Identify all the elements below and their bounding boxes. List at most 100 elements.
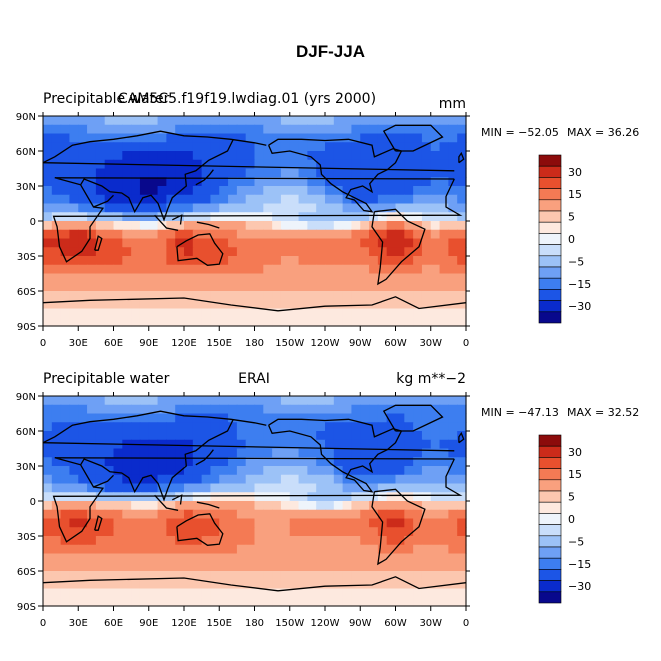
heatmap-cell (377, 492, 388, 502)
heatmap-cell (43, 142, 53, 152)
heatmap-cell (351, 186, 361, 196)
heatmap-cell (263, 431, 273, 441)
x-tick-label: 30E (69, 338, 88, 349)
heatmap-cell (395, 238, 405, 248)
heatmap-cell (78, 282, 88, 292)
heatmap-cell (184, 238, 194, 248)
heatmap-cell (60, 457, 71, 467)
heatmap-cell (43, 194, 53, 205)
heatmap-cell (192, 177, 203, 187)
heatmap-cell (131, 396, 141, 406)
heatmap-cell (219, 457, 229, 467)
heatmap-cell (395, 291, 405, 301)
heatmap-cell (43, 256, 53, 266)
heatmap-cell (430, 518, 441, 528)
heatmap-cell (166, 133, 176, 143)
heatmap-cell (228, 124, 238, 135)
heatmap-cell (131, 448, 141, 458)
heatmap-cell (316, 308, 326, 318)
heatmap-cell (342, 291, 353, 301)
heatmap-cell (254, 212, 264, 222)
heatmap-cell (369, 116, 379, 126)
heatmap-cell (369, 124, 379, 135)
heatmap-cell (87, 474, 97, 485)
heatmap-cell (219, 186, 229, 196)
heatmap-cell (228, 308, 238, 318)
heatmap-cell (148, 291, 159, 301)
heatmap-cell (69, 448, 79, 458)
heatmap-cell (457, 466, 467, 476)
heatmap-cell (69, 177, 79, 187)
heatmap-cell (201, 396, 212, 406)
heatmap-cell (377, 308, 388, 318)
heatmap-cell (166, 404, 176, 415)
heatmap-cell (175, 597, 185, 607)
heatmap-cell (201, 133, 212, 143)
heatmap-cell (113, 536, 123, 546)
heatmap-cell (377, 177, 388, 187)
heatmap-cell (360, 221, 370, 231)
heatmap-cell (272, 509, 282, 520)
heatmap-cell (113, 527, 123, 537)
heatmap-cell (298, 474, 308, 485)
heatmap-cell (404, 159, 414, 170)
colorbar-swatch (538, 289, 562, 301)
heatmap-cell (298, 536, 308, 546)
heatmap-cell (122, 229, 132, 240)
heatmap-cell (245, 212, 256, 222)
heatmap-cell (95, 133, 106, 143)
heatmap-cell (51, 396, 62, 406)
heatmap-cell (104, 579, 115, 590)
heatmap-cell (254, 553, 264, 563)
heatmap-cell (272, 448, 282, 458)
heatmap-cell (386, 553, 397, 563)
x-tick-label: 90E (139, 618, 158, 629)
heatmap-cell (342, 264, 353, 275)
heatmap-cell (395, 317, 405, 327)
colorbar-swatch (538, 255, 562, 268)
heatmap-cell (148, 492, 159, 502)
heatmap-cell (413, 159, 423, 170)
heatmap-cell (236, 203, 247, 213)
heatmap-cell (289, 448, 300, 458)
heatmap-cell (448, 422, 458, 432)
heatmap-cell (113, 492, 123, 502)
heatmap-cell (360, 544, 370, 555)
colorbar-swatch (538, 277, 562, 290)
heatmap-cell (69, 133, 79, 143)
y-tick-label: 30S (17, 252, 36, 263)
heatmap-cell (360, 518, 370, 528)
panel-left-title: Precipitable water (43, 371, 170, 387)
heatmap-cell (175, 291, 185, 301)
heatmap-cell (298, 439, 308, 450)
heatmap-cell (166, 448, 176, 458)
colorbar-swatch (538, 457, 562, 469)
heatmap-cell (386, 177, 397, 187)
heatmap-cell (139, 457, 150, 467)
heatmap-cell (342, 597, 353, 607)
heatmap-cell (245, 544, 256, 555)
heatmap-cell (254, 116, 264, 126)
heatmap-cell (421, 597, 432, 607)
heatmap-cell (184, 291, 194, 301)
heatmap-cell (192, 536, 203, 546)
heatmap-cell (307, 247, 317, 257)
heatmap-cell (360, 168, 370, 178)
heatmap-cell (78, 247, 88, 257)
heatmap-cell (395, 186, 405, 196)
heatmap-cell (43, 431, 53, 441)
heatmap-cell (263, 492, 273, 502)
heatmap-cell (395, 553, 405, 563)
heatmap-cell (448, 273, 458, 283)
heatmap-cell (43, 168, 53, 178)
heatmap-cell (386, 151, 397, 161)
coastline (80, 139, 234, 222)
heatmap-cell (430, 483, 441, 493)
heatmap-cell (184, 142, 194, 152)
heatmap-cell (148, 562, 159, 572)
heatmap-cell (201, 588, 212, 598)
heatmap-cell (210, 186, 220, 196)
coastline (195, 449, 214, 466)
heatmap-cell (210, 404, 220, 415)
heatmap-cell (104, 509, 115, 520)
